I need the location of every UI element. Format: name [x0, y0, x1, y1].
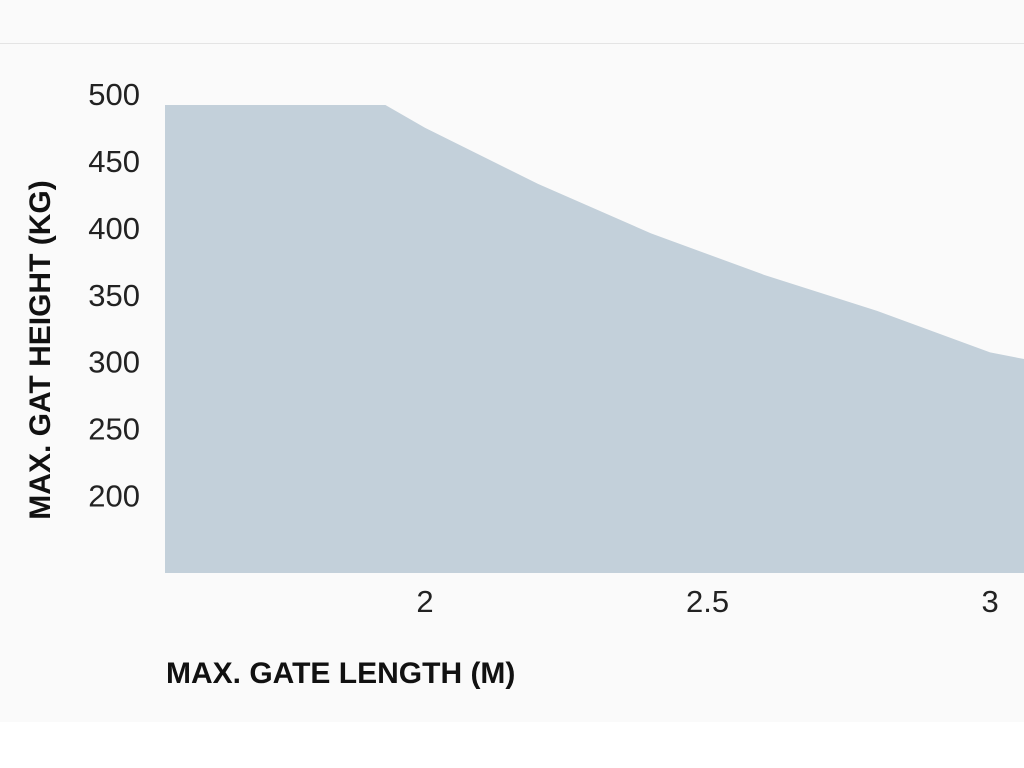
y-tick-label: 450	[88, 144, 140, 179]
x-tick-label: 2.5	[686, 584, 729, 619]
x-tick-label: 2	[416, 584, 433, 619]
y-tick-label: 400	[88, 211, 140, 246]
y-axis-label: MAX. GAT HEIGHT (KG)	[24, 180, 57, 519]
y-tick-label: 250	[88, 411, 140, 446]
x-axis-label: MAX. GATE LENGTH (M)	[166, 657, 515, 690]
y-tick-label: 200	[88, 478, 140, 513]
y-tick-label: 350	[88, 278, 140, 313]
y-tick-label: 300	[88, 345, 140, 380]
y-tick-label: 500	[88, 77, 140, 112]
area	[165, 105, 1024, 573]
x-tick-label: 3	[981, 584, 998, 619]
